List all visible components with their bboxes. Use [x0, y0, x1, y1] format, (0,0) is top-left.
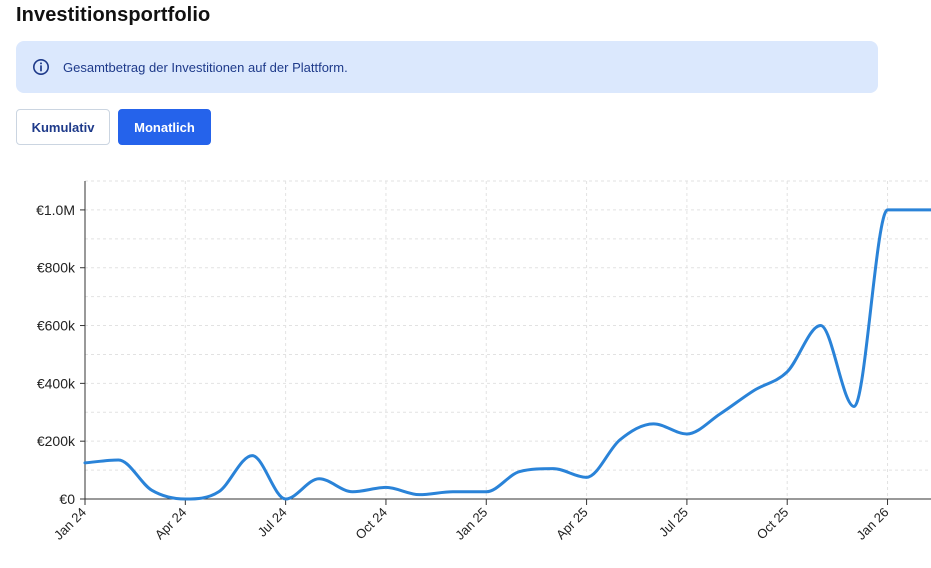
- cumulative-button[interactable]: Kumulativ: [16, 109, 110, 145]
- x-tick-label: Oct 25: [754, 505, 792, 543]
- y-tick-label: €800k: [37, 260, 76, 276]
- y-tick-label: €200k: [37, 433, 76, 449]
- x-tick-label: Jan 24: [51, 505, 89, 543]
- investment-line-chart: €0 €200k €400k €600k €800k €1.0M Jan 24 Apr 24…: [36, 180, 931, 543]
- x-tick-label: Jul 25: [656, 505, 691, 540]
- series-line: [83, 208, 931, 501]
- y-tick-label: €0: [59, 491, 75, 507]
- x-tick-label: Jul 24: [255, 505, 290, 540]
- x-tick-label: Oct 24: [352, 505, 390, 543]
- x-tick-label: Jan 25: [452, 505, 490, 543]
- x-tick-label: Apr 24: [152, 505, 190, 543]
- x-tick-label: Apr 25: [553, 505, 591, 543]
- y-tick-label: €600k: [37, 318, 76, 334]
- info-text: Gesamtbetrag der Investitionen auf der P…: [63, 59, 348, 75]
- info-icon: [32, 58, 50, 76]
- x-tick-label: Jan 26: [853, 505, 891, 543]
- page-title: Investitionsportfolio: [16, 4, 211, 26]
- y-tick-label: €400k: [37, 375, 76, 391]
- info-banner: Gesamtbetrag der Investitionen auf der P…: [16, 41, 878, 93]
- y-tick-label: €1.0M: [36, 202, 75, 218]
- monthly-button[interactable]: Monatlich: [118, 109, 211, 145]
